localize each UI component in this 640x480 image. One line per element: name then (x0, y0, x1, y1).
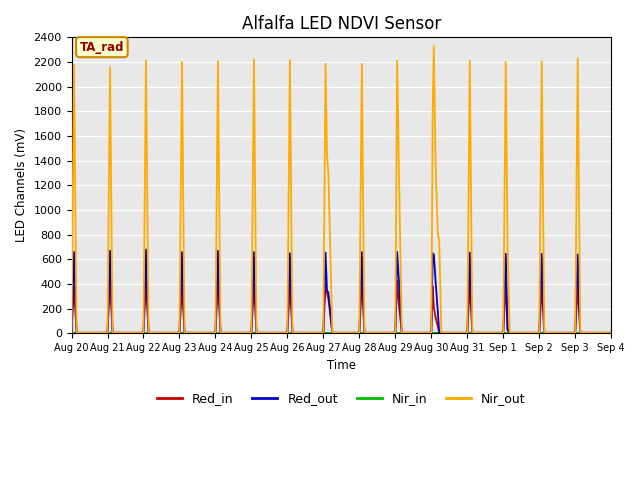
Nir_in (607, 330, 615, 336)
Nir_out (392, 330, 399, 336)
Red_out (142, 247, 150, 252)
Red_out (434, 308, 442, 314)
Red_out (68, 330, 76, 336)
Red_out (607, 330, 615, 336)
Text: TA_rad: TA_rad (79, 41, 124, 54)
Nir_out (68, 330, 76, 336)
Nir_in (175, 330, 183, 336)
Line: Nir_out: Nir_out (72, 46, 611, 333)
X-axis label: Time: Time (327, 359, 356, 372)
Red_out (428, 330, 435, 336)
Nir_out (430, 43, 438, 49)
Nir_in (68, 330, 76, 336)
Nir_out (434, 230, 442, 236)
Red_out (394, 249, 401, 255)
Legend: Red_in, Red_out, Nir_in, Nir_out: Red_in, Red_out, Nir_in, Nir_out (152, 387, 531, 410)
Nir_out (607, 330, 615, 336)
Y-axis label: LED Channels (mV): LED Channels (mV) (15, 128, 28, 242)
Nir_in (395, 330, 403, 336)
Red_out (319, 330, 327, 336)
Red_in (394, 277, 401, 283)
Nir_out (175, 330, 183, 336)
Red_in (434, 323, 442, 329)
Nir_in (432, 330, 440, 336)
Red_in (68, 330, 76, 336)
Nir_out (395, 169, 403, 175)
Red_out (398, 330, 406, 336)
Line: Red_out: Red_out (72, 250, 611, 333)
Red_out (178, 249, 186, 255)
Red_in (607, 330, 615, 336)
Title: Alfalfa LED NDVI Sensor: Alfalfa LED NDVI Sensor (242, 15, 441, 33)
Red_in (106, 277, 114, 283)
Nir_out (289, 330, 296, 336)
Red_in (398, 330, 406, 336)
Nir_in (289, 330, 296, 336)
Nir_in (392, 330, 399, 336)
Red_in (428, 330, 435, 336)
Red_in (178, 282, 186, 288)
Line: Red_in: Red_in (72, 280, 611, 333)
Red_in (319, 330, 327, 336)
Nir_in (398, 330, 406, 336)
Nir_out (398, 330, 406, 336)
